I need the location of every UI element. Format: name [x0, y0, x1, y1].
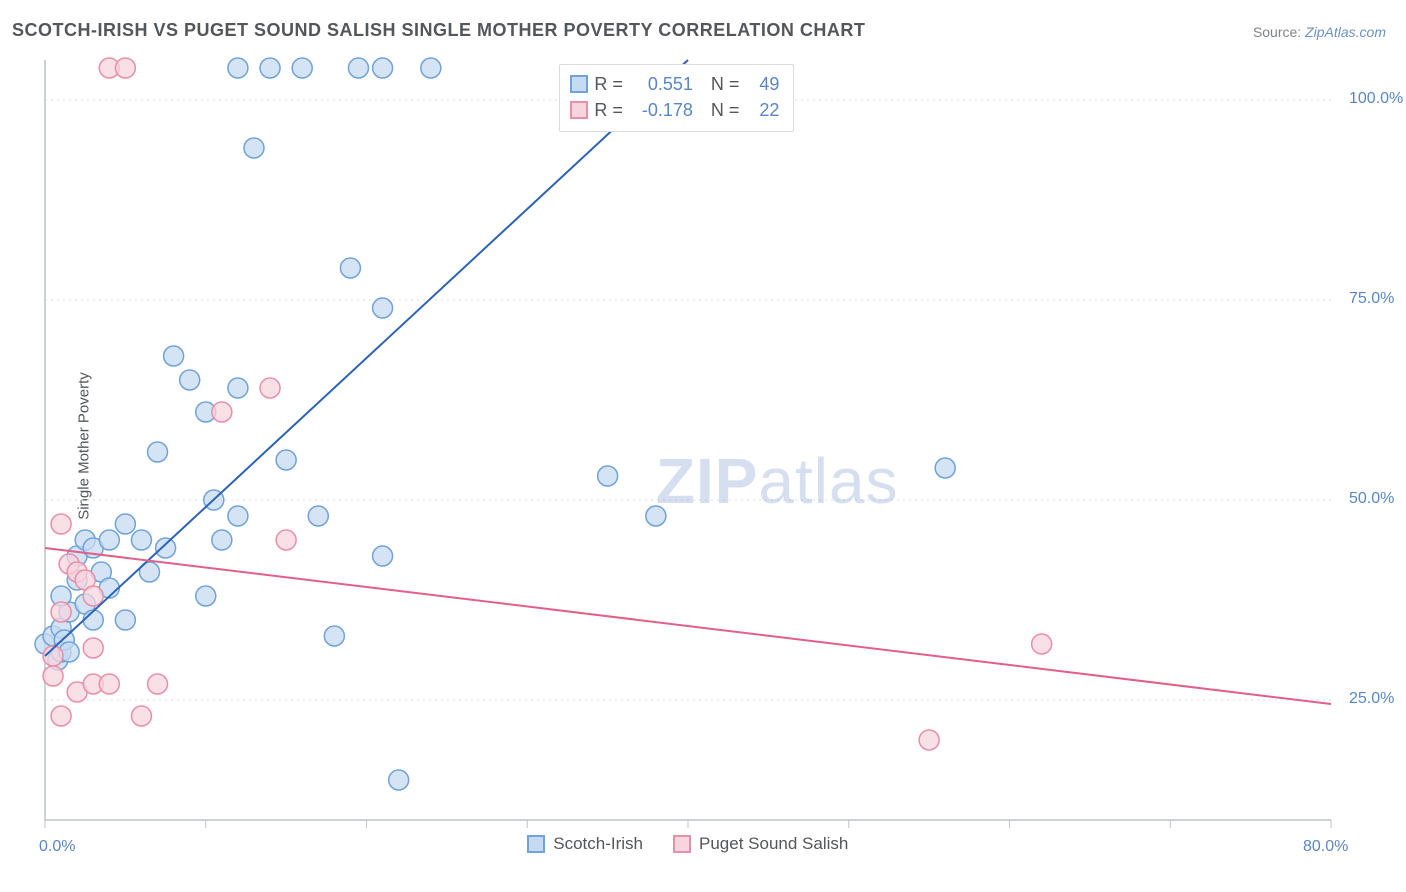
n-label: N =	[711, 100, 740, 121]
y-tick-label: 75.0%	[1349, 290, 1394, 308]
stat-row: R = -0.178 N =22	[570, 97, 779, 123]
n-value: 22	[745, 100, 779, 121]
y-tick-label: 50.0%	[1349, 490, 1394, 508]
legend-item: Scotch-Irish	[527, 834, 643, 854]
y-tick-label: 25.0%	[1349, 690, 1394, 708]
stat-row: R = 0.551 N =49	[570, 71, 779, 97]
scatter-plot	[0, 0, 1406, 892]
legend-label: Scotch-Irish	[553, 834, 643, 854]
legend: Scotch-Irish Puget Sound Salish	[527, 834, 848, 854]
r-label: R =	[594, 74, 623, 95]
r-value: 0.551	[629, 74, 693, 95]
series-swatch	[570, 75, 588, 93]
legend-label: Puget Sound Salish	[699, 834, 848, 854]
chart-container: SCOTCH-IRISH VS PUGET SOUND SALISH SINGL…	[0, 0, 1406, 892]
n-label: N =	[711, 74, 740, 95]
x-tick-label: 0.0%	[39, 838, 75, 856]
series-swatch	[570, 101, 588, 119]
legend-swatch	[527, 835, 545, 853]
y-tick-label: 100.0%	[1349, 90, 1403, 108]
legend-item: Puget Sound Salish	[673, 834, 848, 854]
legend-swatch	[673, 835, 691, 853]
correlation-stats-box: R = 0.551 N =49 R = -0.178 N =22	[559, 64, 794, 132]
r-value: -0.178	[629, 100, 693, 121]
x-tick-label: 80.0%	[1303, 838, 1348, 856]
n-value: 49	[745, 74, 779, 95]
r-label: R =	[594, 100, 623, 121]
